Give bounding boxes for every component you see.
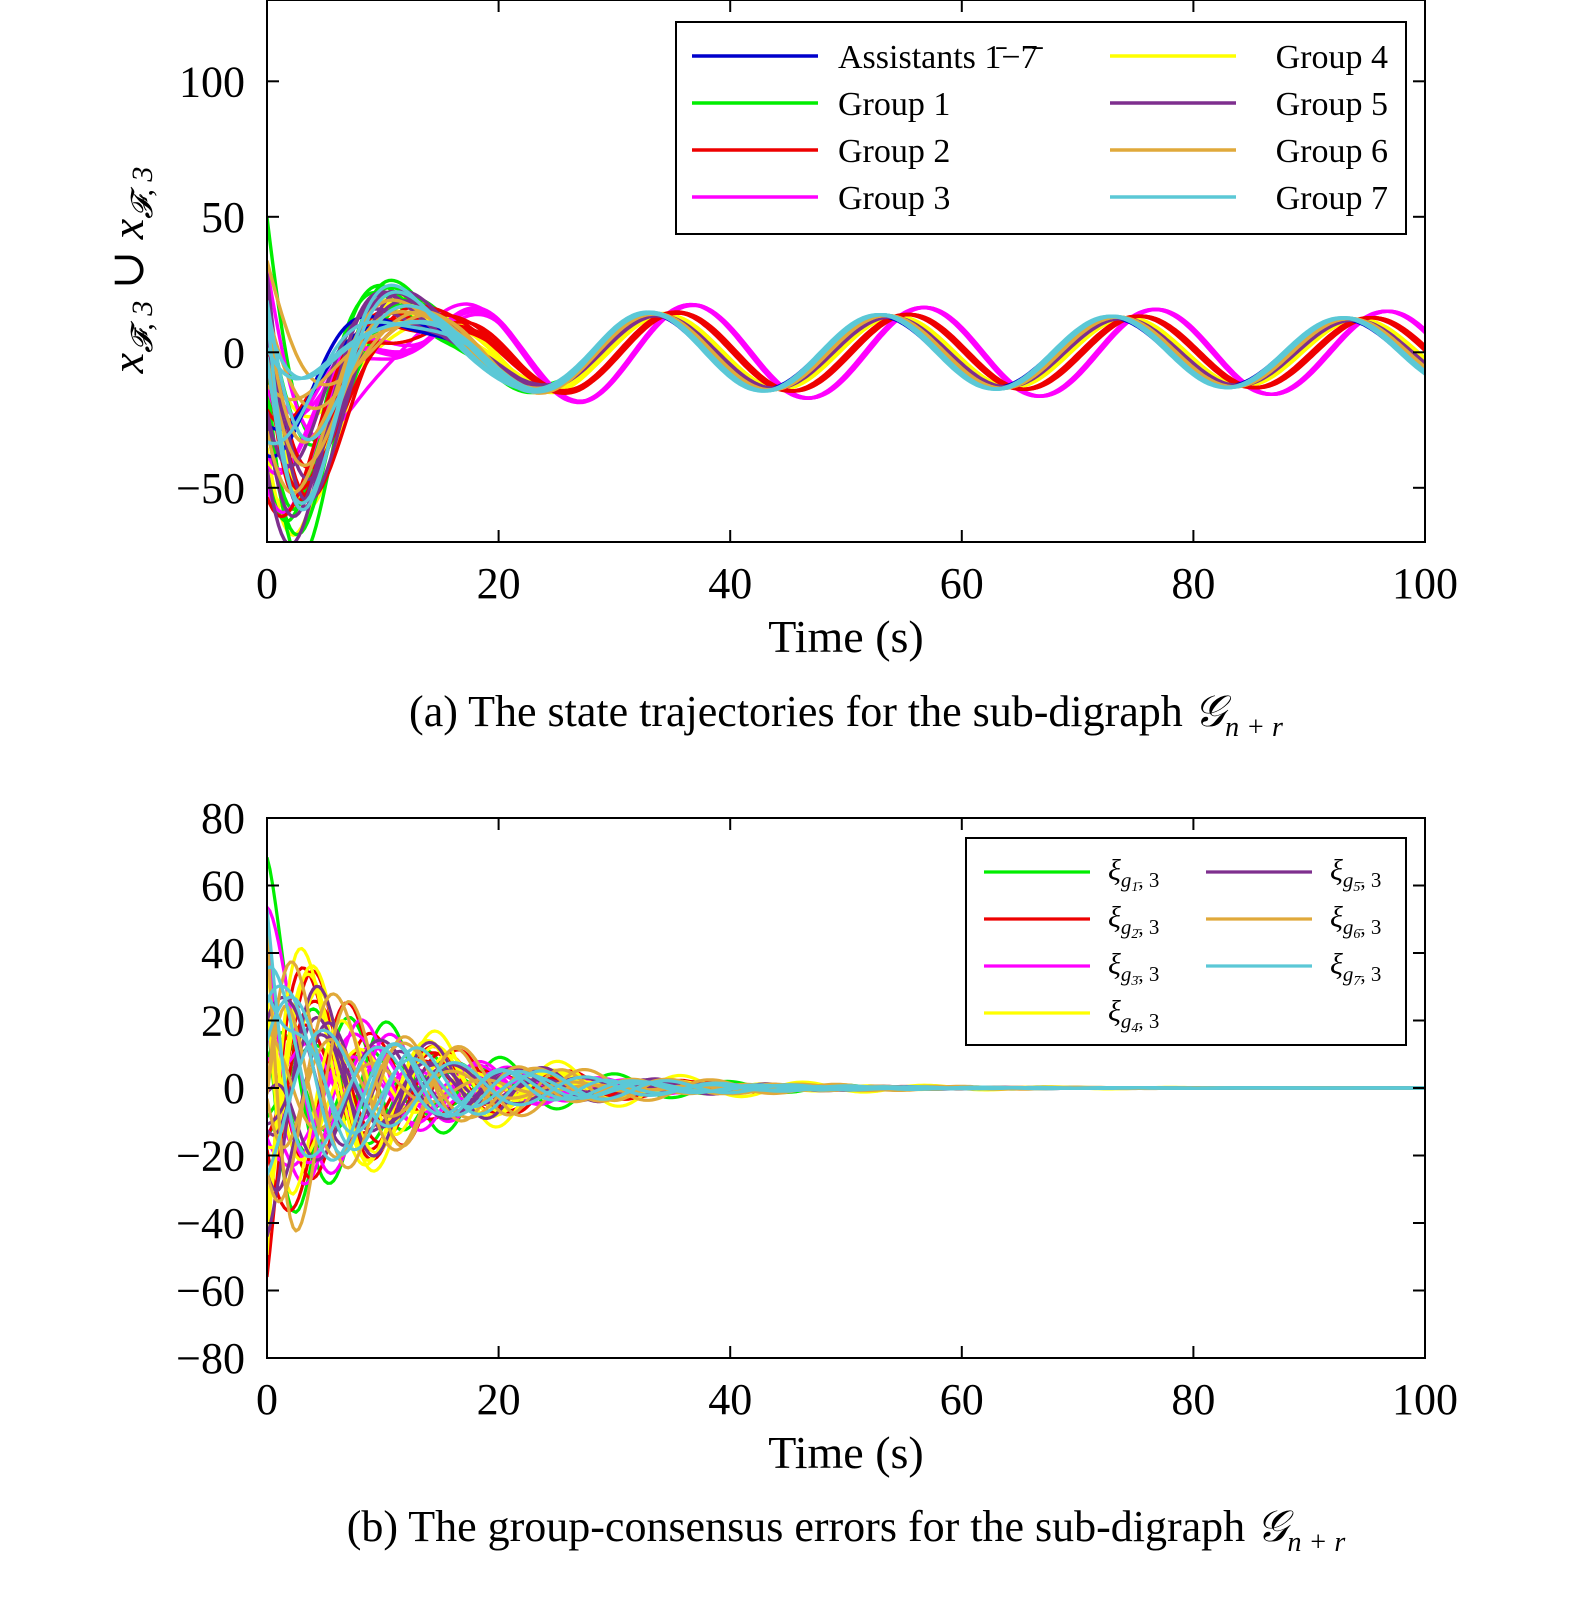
chart-a-xtick-label-40: 40 xyxy=(708,559,752,608)
chart-a-xtick-label-20: 20 xyxy=(477,559,521,608)
chart-b-legend-label-g2-3: ξg2̄, 3 xyxy=(1108,901,1159,942)
chart-a-legend-label-assistants-1-7: Assistants 1̄−7̄ xyxy=(838,39,1044,76)
chart-a-line-group-7-5 xyxy=(267,310,1425,394)
chart-a-line-group-2-4 xyxy=(267,308,1425,470)
chart-b-ytick-label-60: 60 xyxy=(201,862,245,911)
chart-a-plot-frame xyxy=(266,0,1426,543)
chart-b-ytick-label-80: −80 xyxy=(176,1334,245,1383)
chart-a-legend-label-group-5: Group 5 xyxy=(1276,86,1388,123)
chart-a-ylabel-union: ∪ xyxy=(102,239,153,301)
chart-b-ytick-label-20: 20 xyxy=(201,997,245,1046)
chart-a-xtick-label-80: 80 xyxy=(1171,559,1215,608)
chart-a-series-group-7 xyxy=(267,283,1425,512)
chart-a-xlabel: Time (s) xyxy=(768,611,924,662)
chart-a-caption: (a) The state trajectories for the sub-d… xyxy=(409,687,1283,743)
chart-b-caption-subscript: n + r xyxy=(1288,1527,1346,1558)
chart-b-ticks: 0 20 40 60 80 100 −80 −60 −40 −20 0 20 40 60 80 xyxy=(176,794,1458,1424)
chart-b-line-g7-3-5 xyxy=(267,994,1425,1135)
chart-a-ytick-label-50: −50 xyxy=(176,464,245,513)
chart-a-line-group-3-4 xyxy=(267,303,1425,418)
chart-b-caption-main: (b) The group-consensus errors for the s… xyxy=(347,1502,1257,1551)
chart-b-legend-label-g4-3: ξg4̄, 3 xyxy=(1108,995,1159,1036)
chart-a-legend-label-group-4: Group 4 xyxy=(1276,39,1388,76)
chart-a-ylabel-sub2: 𝓕, 3 xyxy=(126,167,159,219)
chart-b-series-lines xyxy=(267,857,1425,1278)
chart-a-caption-main: (a) The state trajectories for the sub-d… xyxy=(409,687,1194,736)
chart-a-legend-label-group-1: Group 1 xyxy=(838,86,950,123)
chart-a-legend-label-group-2: Group 2 xyxy=(838,133,950,170)
chart-b-legend-label-g5-3: ξg5̄, 3 xyxy=(1330,854,1381,895)
chart-b-xtick-label-40: 40 xyxy=(708,1375,752,1424)
chart-a-caption-subscript: n + r xyxy=(1225,712,1283,743)
chart-b-legend: ξg1̄, 3 ξg2̄, 3 ξg3̄, 3 ξg4̄, 3 ξg5̄, 3 ξg6̄,… xyxy=(965,837,1407,1046)
chart-b-ytick-label-40: 40 xyxy=(201,929,245,978)
chart-b-xtick-label-20: 20 xyxy=(477,1375,521,1424)
chart-b-ytick-label-40: −40 xyxy=(176,1199,245,1248)
chart-a-legend: Assistants 1̄−7̄ Group 1 Group 2 Group 3 Gro… xyxy=(675,21,1407,235)
chart-a-series-lines xyxy=(267,217,1425,542)
chart-a-ytick-label-0: 0 xyxy=(223,328,245,377)
chart-a-xtick-label-100: 100 xyxy=(1392,559,1458,608)
chart-b-xtick-label-80: 80 xyxy=(1171,1375,1215,1424)
chart-a-legend-label-group-6: Group 6 xyxy=(1276,133,1388,170)
chart-a-legend-label-group-7: Group 7 xyxy=(1276,180,1388,217)
chart-a-xtick-label-0: 0 xyxy=(256,559,278,608)
chart-b-legend-label-g1-3: ξg1̄, 3 xyxy=(1108,854,1159,895)
chart-b-ytick-label-80: 80 xyxy=(201,794,245,843)
chart-b-series-g7-3 xyxy=(267,909,1425,1176)
chart-a-ylabel-x1: x xyxy=(102,352,153,374)
chart-a-ytick-label-50: 50 xyxy=(201,193,245,242)
chart-b-legend-label-g3-3: ξg3̄, 3 xyxy=(1108,948,1159,989)
chart-b-ytick-label-20: −20 xyxy=(176,1132,245,1181)
chart-b-xtick-label-60: 60 xyxy=(940,1375,984,1424)
chart-a-ytick-label-100: 100 xyxy=(179,57,245,106)
chart-b-legend-label-g6-3: ξg6̄, 3 xyxy=(1330,901,1381,942)
chart-b-caption: (b) The group-consensus errors for the s… xyxy=(347,1502,1346,1558)
chart-a-ylabel-x2: x xyxy=(102,218,153,240)
chart-a-xtick-label-60: 60 xyxy=(940,559,984,608)
chart-a-series-group-3 xyxy=(267,267,1425,515)
chart-b: 0 20 40 60 80 100 −80 −60 −40 −20 0 20 40 60 80 Time (… xyxy=(176,794,1458,1558)
chart-b-xlabel: Time (s) xyxy=(768,1427,924,1478)
chart-a-line-group-7-3 xyxy=(267,300,1425,442)
chart-a-legend-label-group-3: Group 3 xyxy=(838,180,950,217)
chart-a-ylabel-sub1: 𝓕̄, 3 xyxy=(126,301,159,353)
chart-b-xtick-label-100: 100 xyxy=(1392,1375,1458,1424)
chart-b-legend-label-g7-3: ξg7̄, 3 xyxy=(1330,948,1381,989)
chart-b-xtick-label-0: 0 xyxy=(256,1375,278,1424)
chart-b-ytick-label-60: −60 xyxy=(176,1267,245,1316)
chart-b-ytick-label-0: 0 xyxy=(223,1064,245,1113)
chart-a-line-group-3-5 xyxy=(267,302,1425,427)
chart-a-ylabel: x𝓕̄, 3 ∪ x𝓕, 3 xyxy=(102,167,159,375)
